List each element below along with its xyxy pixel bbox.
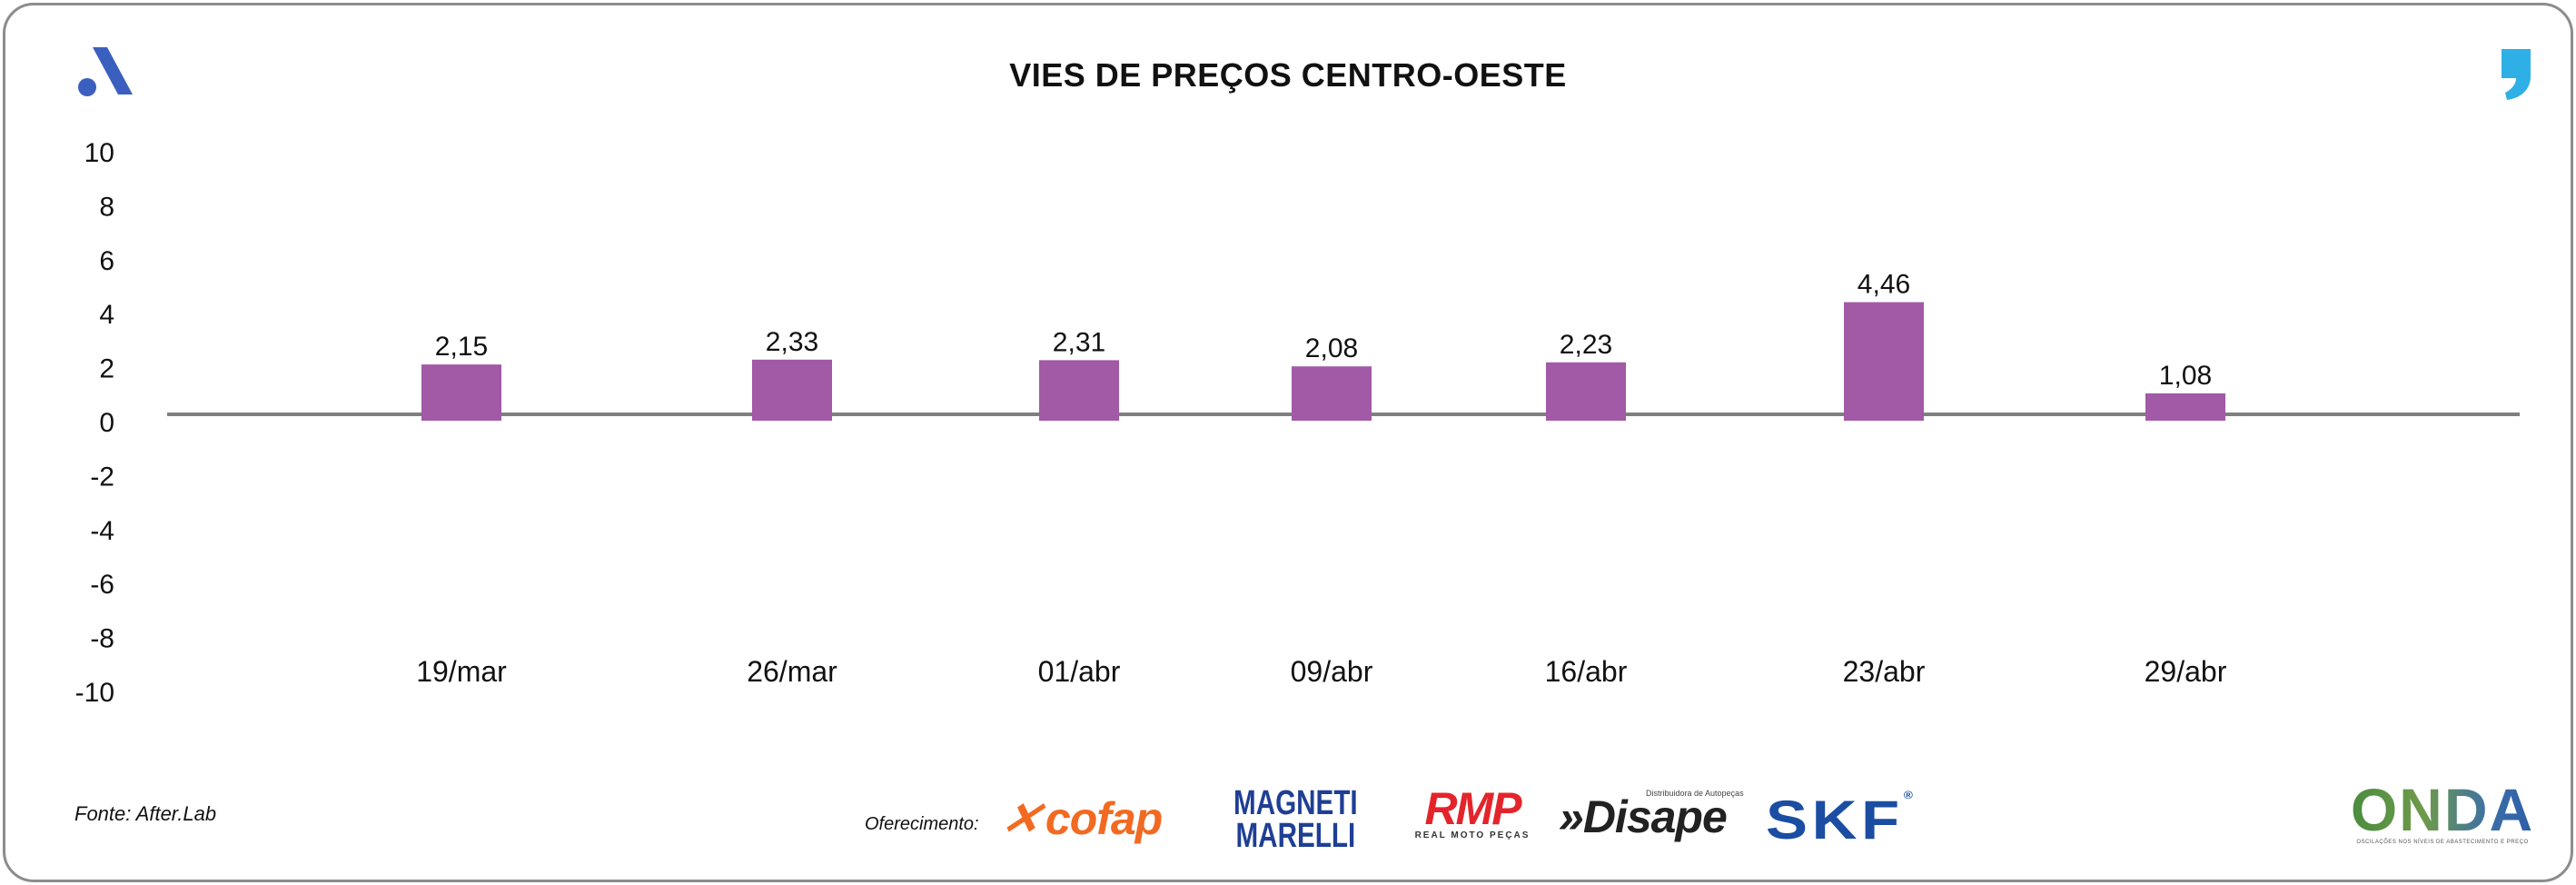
bar-09-abr (1292, 366, 1372, 421)
marelli-wordmark: MARELLI (1235, 817, 1356, 855)
bar-value-label: 4,46 (1858, 270, 1910, 300)
y-tick-label: -4 (90, 516, 114, 546)
disape-logo: »Disape Distribuidora de Autopeças (1559, 789, 1744, 843)
y-tick-label: -8 (90, 624, 114, 654)
x-tick-label: 09/abr (1291, 655, 1373, 688)
registered-icon: ® (1903, 789, 1913, 801)
bar-01-abr (1039, 360, 1119, 421)
bar-23-abr (1844, 302, 1924, 421)
y-tick-label: 0 (99, 408, 114, 438)
y-tick-label: 2 (99, 354, 114, 384)
y-tick-label: 8 (99, 192, 114, 222)
sponsor-label: Oferecimento: (865, 814, 979, 834)
x-tick-label: 23/abr (1843, 655, 1926, 688)
y-tick-label: 4 (99, 300, 114, 330)
x-tick-label: 19/mar (416, 655, 507, 688)
y-tick-label: 6 (99, 246, 114, 276)
source-note: Fonte: After.Lab (74, 802, 217, 825)
bar-value-label: 2,08 (1305, 333, 1358, 363)
skf-wordmark: SKF (1766, 790, 1904, 850)
magneti-wordmark: MAGNETI (1234, 784, 1358, 822)
rmp-logo: RMP REAL MOTO PEÇAS (1404, 783, 1541, 840)
y-tick-label: -6 (90, 570, 114, 600)
x-tick-label: 29/abr (2145, 655, 2227, 688)
bar-26-mar (752, 359, 832, 421)
rmp-tagline: REAL MOTO PEÇAS (1414, 830, 1531, 840)
y-tick-label: -2 (90, 462, 114, 492)
cofap-wordmark: cofap (1045, 793, 1163, 844)
bar-16-abr (1546, 362, 1626, 421)
disape-wordmark: Disape (1582, 791, 1728, 842)
bar-value-label: 2,33 (766, 327, 818, 357)
bar-29-abr (2145, 393, 2225, 421)
x-tick-label: 16/abr (1545, 655, 1628, 688)
x-tick-label: 01/abr (1038, 655, 1121, 688)
onda-tagline: OSCILAÇÕES NOS NÍVEIS DE ABASTECIMENTO E… (2356, 840, 2529, 845)
bar-19-mar (421, 364, 501, 421)
bar-value-label: 2,23 (1560, 330, 1612, 360)
y-tick-label: 10 (84, 138, 114, 168)
disape-tagline: Distribuidora de Autopeças (1646, 789, 1744, 798)
chart-frame (3, 3, 2573, 882)
quote-mark-icon (2502, 49, 2531, 100)
onda-wordmark: ONDA (2350, 776, 2535, 843)
skf-logo: SKF® (1766, 789, 1913, 851)
x-tick-label: 26/mar (747, 655, 837, 688)
onda-logo: ONDA OSCILAÇÕES NOS NÍVEIS DE ABASTECIME… (2349, 780, 2536, 845)
chart-title: VIES DE PREÇOS CENTRO-OESTE (1009, 56, 1567, 94)
cofap-logo: ✕cofap (996, 792, 1163, 845)
cofap-x-icon: ✕ (996, 793, 1047, 844)
disape-arrow-icon: » (1559, 791, 1584, 842)
bar-value-label: 1,08 (2159, 361, 2212, 391)
y-tick-label: -10 (75, 678, 114, 708)
rmp-wordmark: RMP (1424, 783, 1521, 834)
magneti-marelli-logo: MAGNETI MARELLI (1234, 784, 1358, 855)
bar-value-label: 2,31 (1053, 327, 1105, 357)
bar-value-label: 2,15 (435, 332, 488, 362)
brand-a-icon (78, 47, 133, 96)
